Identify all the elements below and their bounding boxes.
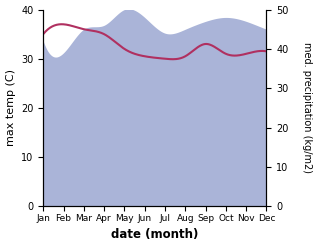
Y-axis label: med. precipitation (kg/m2): med. precipitation (kg/m2): [302, 42, 313, 173]
X-axis label: date (month): date (month): [111, 228, 198, 242]
Y-axis label: max temp (C): max temp (C): [5, 69, 16, 146]
